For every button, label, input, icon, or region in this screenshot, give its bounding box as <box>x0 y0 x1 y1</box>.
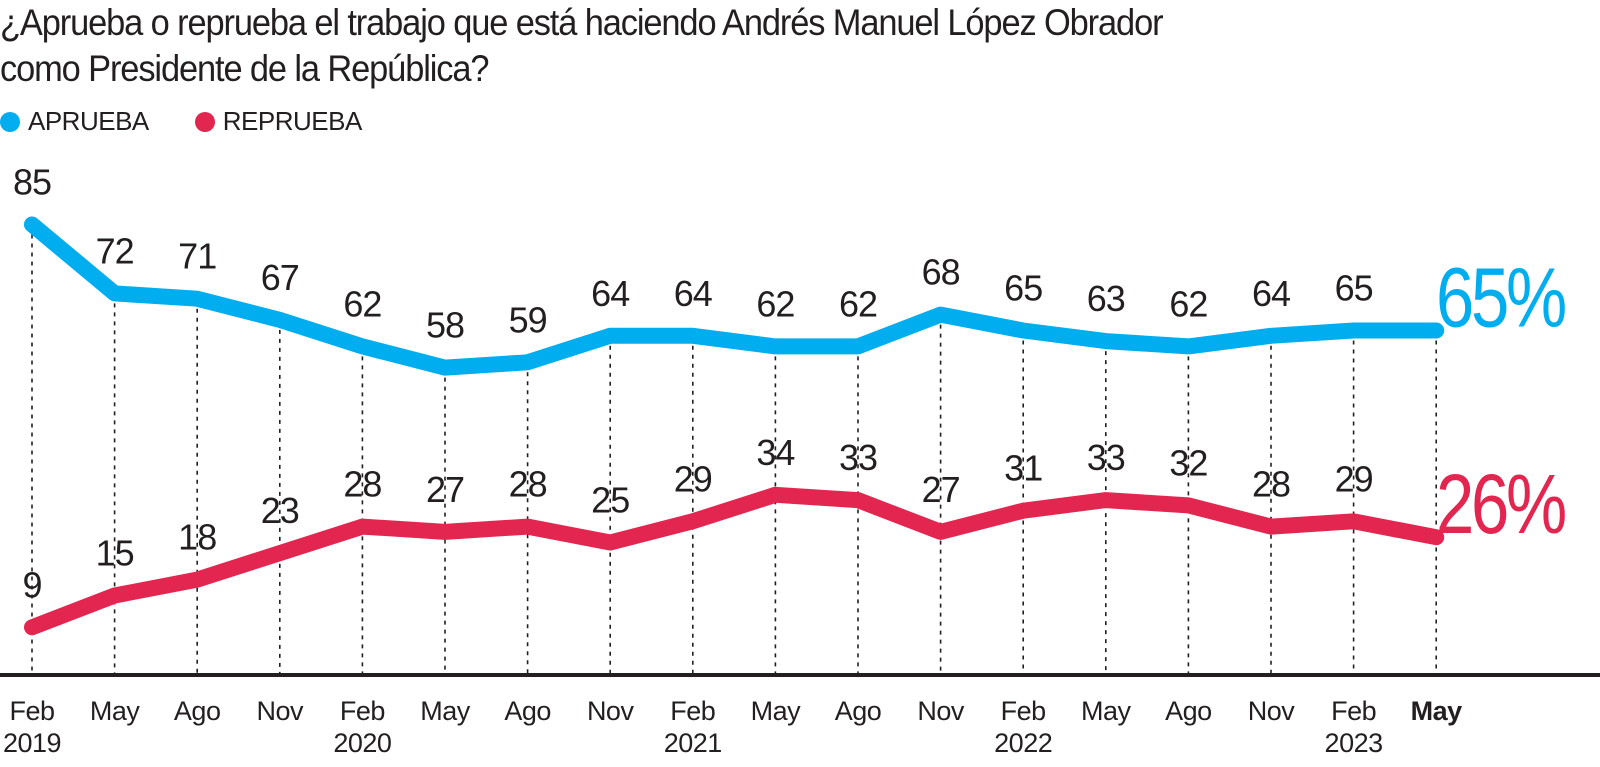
x-tick-label: Ago <box>174 696 221 726</box>
data-label-reprueba: 23 <box>261 490 299 531</box>
data-label-aprueba: 65 <box>1004 268 1042 309</box>
data-label-reprueba: 18 <box>178 517 216 558</box>
x-tick-label: Nov <box>917 696 965 726</box>
x-tick-year: 2022 <box>994 728 1052 758</box>
x-tick-year: 2020 <box>333 728 391 758</box>
data-label-reprueba: 29 <box>1335 458 1373 499</box>
data-label-aprueba: 63 <box>1087 278 1125 319</box>
x-tick-label: Ago <box>504 696 551 726</box>
data-label-aprueba: 72 <box>96 230 134 271</box>
data-label-aprueba: 64 <box>674 273 712 314</box>
data-label-reprueba: 28 <box>509 464 547 505</box>
x-tick-label: Feb <box>9 696 54 726</box>
x-tick-label: Ago <box>1165 696 1212 726</box>
x-tick-label: May <box>420 696 471 726</box>
data-label-aprueba: 59 <box>509 299 547 340</box>
x-tick-label: Nov <box>257 696 305 726</box>
chart-title-line-1: ¿Aprueba o reprueba el trabajo que está … <box>0 2 1164 43</box>
final-values: 65% 26% <box>1436 251 1569 552</box>
x-tick-label: May <box>1411 696 1463 726</box>
legend-label-reprueba: REPRUEBA <box>222 106 363 136</box>
legend-label-aprueba: APRUEBA <box>28 106 149 136</box>
x-tick-label: Feb <box>1331 696 1376 726</box>
data-label-reprueba: 32 <box>1169 442 1207 483</box>
data-label-reprueba: 29 <box>674 458 712 499</box>
data-label-aprueba: 64 <box>1252 273 1290 314</box>
x-tick-year: 2023 <box>1325 728 1383 758</box>
chart-title: ¿Aprueba o reprueba el trabajo que está … <box>0 0 1451 92</box>
x-tick-label: Feb <box>1001 696 1046 726</box>
data-label-reprueba: 33 <box>839 437 877 478</box>
data-label-aprueba: 58 <box>426 305 464 346</box>
series-lines <box>24 216 1445 636</box>
chart-title-line-2: como Presidente de la República? <box>0 48 490 89</box>
data-labels: 85 72 71 67 62 58 59 64 64 62 62 68 65 63 62 64 65 9 15 18 2… <box>13 162 1374 606</box>
legend-item-aprueba: APRUEBA <box>0 106 149 137</box>
series-line-reprueba <box>24 486 1445 636</box>
data-label-aprueba: 62 <box>1169 283 1207 324</box>
data-label-aprueba: 85 <box>13 162 51 203</box>
data-label-reprueba: 25 <box>591 480 629 521</box>
data-label-reprueba: 31 <box>1004 448 1042 489</box>
x-tick-label: Nov <box>587 696 635 726</box>
data-label-reprueba: 9 <box>22 564 41 605</box>
final-value-reprueba: 26% <box>1436 457 1565 551</box>
data-label-aprueba: 62 <box>839 283 877 324</box>
data-label-aprueba: 62 <box>343 283 381 324</box>
data-label-aprueba: 67 <box>261 257 299 298</box>
data-label-aprueba: 64 <box>591 273 629 314</box>
x-tick-label: May <box>751 696 802 726</box>
final-value-aprueba: 65% <box>1436 251 1565 345</box>
data-label-reprueba: 27 <box>922 469 960 510</box>
x-tick-year: 2021 <box>664 728 722 758</box>
data-label-reprueba: 33 <box>1087 437 1125 478</box>
series-line-aprueba <box>24 216 1445 376</box>
legend: APRUEBA REPRUEBA <box>0 106 408 137</box>
data-label-aprueba: 62 <box>756 283 794 324</box>
data-label-aprueba: 68 <box>922 252 960 293</box>
grid-lines <box>31 234 1437 675</box>
data-label-reprueba: 15 <box>96 533 134 574</box>
legend-dot-aprueba-icon <box>0 111 20 132</box>
x-tick-label: Feb <box>340 696 385 726</box>
legend-dot-reprueba-icon <box>194 111 215 132</box>
legend-item-reprueba: REPRUEBA <box>194 106 363 137</box>
x-tick-label: May <box>90 696 141 726</box>
x-tick-year: 2019 <box>3 728 61 758</box>
x-tick-label: Ago <box>835 696 882 726</box>
x-tick-label: Nov <box>1248 696 1296 726</box>
data-label-reprueba: 28 <box>343 464 381 505</box>
data-label-aprueba: 71 <box>178 236 216 277</box>
data-label-reprueba: 27 <box>426 469 464 510</box>
x-tick-label: May <box>1081 696 1132 726</box>
x-tick-label: Feb <box>670 696 715 726</box>
data-label-aprueba: 65 <box>1335 268 1373 309</box>
data-label-reprueba: 28 <box>1252 464 1290 505</box>
data-label-reprueba: 34 <box>756 432 794 473</box>
